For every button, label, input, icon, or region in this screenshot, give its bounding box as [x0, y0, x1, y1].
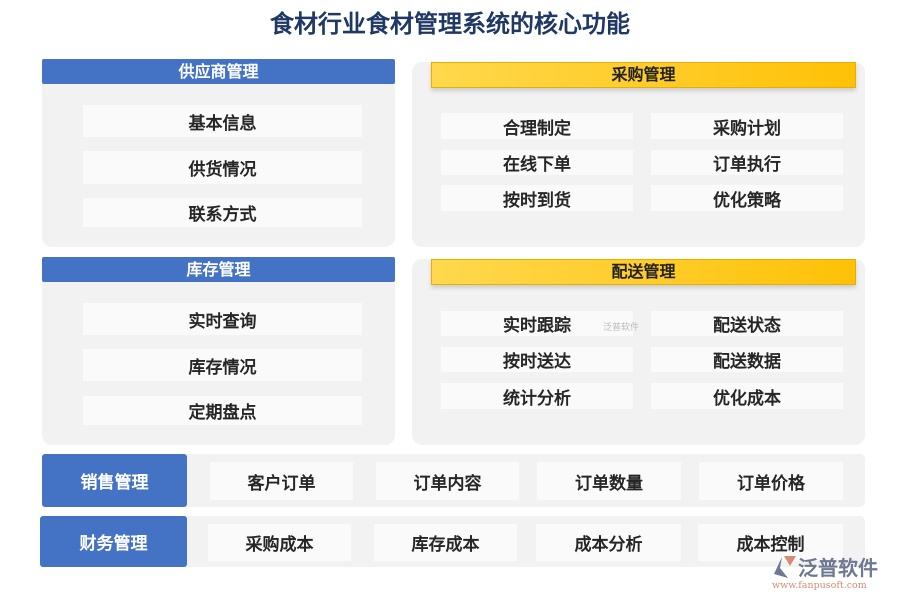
inventory-header: 库存管理 — [42, 257, 395, 282]
purchase-item[interactable]: 订单执行 — [651, 150, 843, 175]
fanpu-logo: 泛普软件 www.fanpusoft.com — [768, 552, 893, 594]
sales-item[interactable]: 订单价格 — [699, 462, 843, 500]
supplier-item[interactable]: 联系方式 — [83, 198, 362, 227]
sales-item[interactable]: 客户订单 — [210, 462, 353, 500]
delivery-item[interactable]: 优化成本 — [651, 383, 843, 409]
purchase-item[interactable]: 采购计划 — [651, 113, 843, 139]
sales-item[interactable]: 订单内容 — [376, 462, 519, 500]
purchase-item[interactable]: 按时到货 — [441, 185, 633, 211]
purchase-item[interactable]: 优化策略 — [651, 185, 843, 211]
finance-item[interactable]: 库存成本 — [374, 524, 517, 561]
finance-button[interactable]: 财务管理 — [40, 516, 187, 567]
supplier-item[interactable]: 供货情况 — [83, 151, 362, 184]
finance-item[interactable]: 成本控制 — [698, 524, 843, 561]
supplier-item[interactable]: 基本信息 — [83, 105, 362, 137]
finance-item[interactable]: 成本分析 — [536, 524, 681, 561]
inventory-item[interactable]: 实时查询 — [83, 303, 362, 335]
delivery-item[interactable]: 按时送达 — [441, 347, 633, 372]
sales-item[interactable]: 订单数量 — [537, 462, 681, 500]
logo-mark-icon — [774, 556, 796, 578]
page-title: 食材行业食材管理系统的核心功能 — [270, 10, 630, 38]
delivery-item[interactable]: 配送状态 — [651, 311, 843, 336]
logo-url: www.fanpusoft.com — [772, 580, 867, 591]
inventory-item[interactable]: 库存情况 — [83, 349, 362, 381]
purchase-item[interactable]: 合理制定 — [441, 113, 633, 139]
supplier-header: 供应商管理 — [42, 59, 395, 84]
inventory-item[interactable]: 定期盘点 — [83, 396, 362, 425]
delivery-item[interactable]: 实时跟踪 — [441, 311, 633, 336]
delivery-item[interactable]: 配送数据 — [651, 347, 843, 372]
sales-button[interactable]: 销售管理 — [42, 454, 187, 507]
purchase-item[interactable]: 在线下单 — [441, 150, 633, 175]
delivery-header: 配送管理 — [431, 259, 856, 285]
watermark: 泛普软件 — [603, 323, 640, 333]
finance-item[interactable]: 采购成本 — [208, 524, 351, 561]
delivery-item[interactable]: 统计分析 — [441, 383, 633, 409]
purchase-header: 采购管理 — [431, 62, 856, 88]
logo-name: 泛普软件 — [798, 556, 878, 580]
